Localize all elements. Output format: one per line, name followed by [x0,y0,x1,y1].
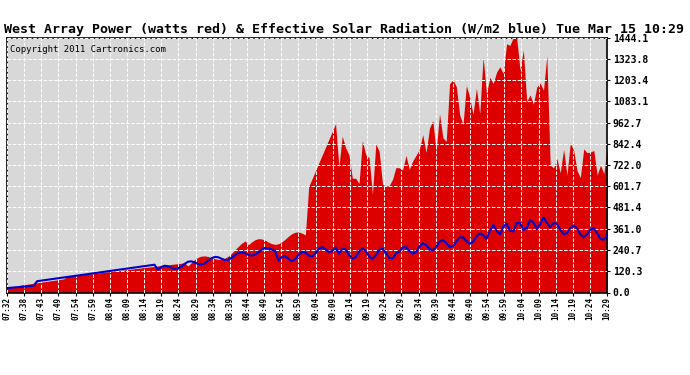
Text: West Array Power (watts red) & Effective Solar Radiation (W/m2 blue) Tue Mar 15 : West Array Power (watts red) & Effective… [4,23,684,36]
Text: Copyright 2011 Cartronics.com: Copyright 2011 Cartronics.com [10,45,166,54]
